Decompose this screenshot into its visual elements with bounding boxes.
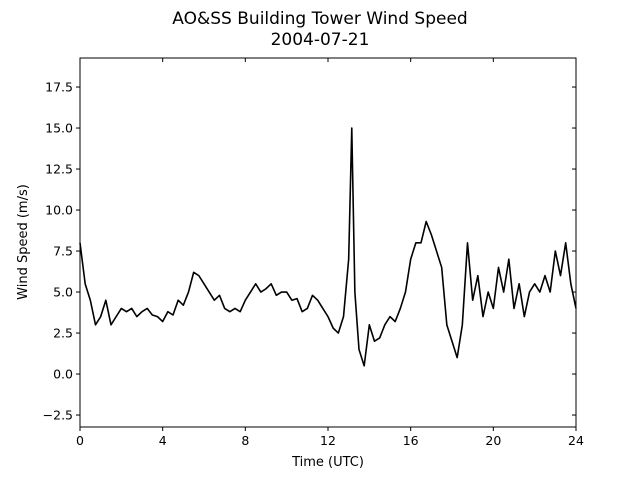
x-axis-label: Time (UTC)	[291, 455, 364, 470]
x-tick-label: 24	[568, 433, 584, 448]
x-tick-label: 8	[241, 433, 249, 448]
x-tick-label: 12	[320, 433, 336, 448]
y-axis-label: Wind Speed (m/s)	[16, 184, 31, 300]
y-tick-label: 10.0	[45, 203, 73, 218]
x-tick-label: 0	[76, 433, 84, 448]
y-tick-label: 2.5	[53, 326, 73, 341]
x-tick-label: 4	[159, 433, 167, 448]
y-tick-label: 5.0	[53, 285, 73, 300]
chart-title: AO&SS Building Tower Wind Speed	[172, 9, 467, 29]
y-tick-label: 12.5	[45, 162, 73, 177]
chart-subtitle: 2004-07-21	[271, 30, 370, 50]
x-tick-label: 16	[403, 433, 419, 448]
y-tick-label: 15.0	[45, 121, 73, 136]
y-tick-label: −2.5	[43, 408, 73, 423]
plot-frame	[79, 57, 577, 428]
y-tick-label: 17.5	[45, 80, 73, 95]
x-tick-label: 20	[485, 433, 501, 448]
y-tick-label: 0.0	[53, 367, 73, 382]
y-tick-label: 7.5	[53, 244, 73, 259]
line-series	[79, 127, 577, 367]
